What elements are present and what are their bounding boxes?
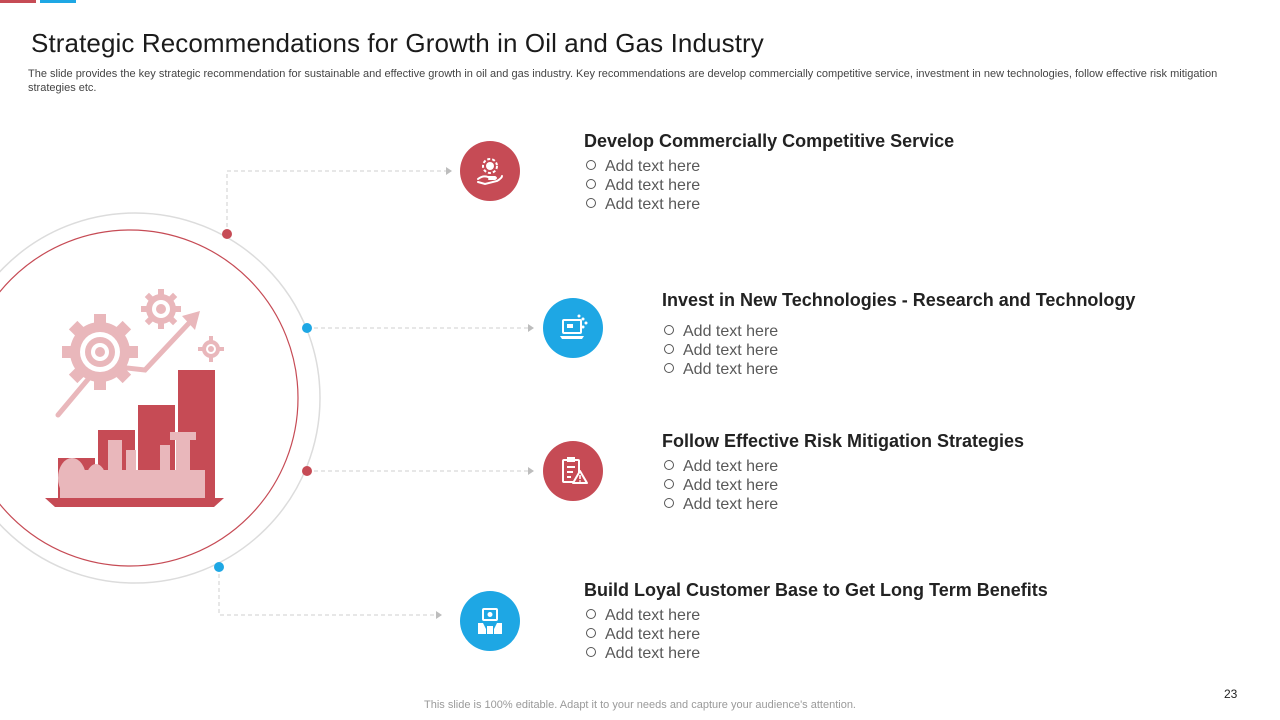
- recommendation-heading: Build Loyal Customer Base to Get Long Te…: [584, 580, 1048, 600]
- list-item: Add text here: [584, 644, 1048, 663]
- page-number: 23: [1224, 687, 1238, 701]
- recommendation-heading: Invest in New Technologies - Research an…: [662, 290, 1136, 310]
- laptop-network-icon: [543, 298, 603, 358]
- list-item: Add text here: [584, 157, 954, 176]
- connector-1: [226, 170, 446, 234]
- recommendation-block: Develop Commercially Competitive Service…: [584, 131, 954, 214]
- list-item: Add text here: [662, 476, 1024, 495]
- list-item: Add text here: [662, 360, 1135, 379]
- list-item: Add text here: [584, 625, 1048, 644]
- ring-dot-2: [302, 323, 312, 333]
- connector-4: [218, 567, 436, 616]
- customer-money-icon: [460, 591, 520, 651]
- industry-growth-illustration: [45, 289, 224, 507]
- accent-tab-red: [0, 0, 36, 3]
- recommendation-block: Follow Effective Risk Mitigation Strateg…: [662, 431, 1024, 514]
- list-item: Add text here: [584, 195, 954, 214]
- hand-money-icon: [460, 141, 520, 201]
- list-item: Add text here: [584, 176, 954, 195]
- ring-dot-1: [222, 229, 232, 239]
- footer-note: This slide is 100% editable. Adapt it to…: [424, 699, 856, 711]
- outer-ring: [0, 212, 321, 584]
- list-item: Add text here: [662, 457, 1024, 476]
- recommendation-heading: Develop Commercially Competitive Service: [584, 131, 955, 151]
- list-item: Add text here: [584, 606, 1048, 625]
- risk-checklist-icon: [543, 441, 603, 501]
- slide-title: Strategic Recommendations for Growth in …: [31, 28, 764, 58]
- list-item: Add text here: [662, 495, 1024, 514]
- accent-tab-blue: [40, 0, 76, 3]
- inner-ring: [0, 229, 299, 567]
- ring-dot-4: [214, 562, 224, 572]
- list-item: Add text here: [662, 322, 1135, 341]
- slide-subtitle: The slide provides the key strategic rec…: [28, 68, 1218, 94]
- recommendation-heading: Follow Effective Risk Mitigation Strateg…: [662, 431, 1025, 451]
- list-item: Add text here: [662, 341, 1135, 360]
- recommendation-block: Invest in New Technologies - Research an…: [662, 290, 1135, 379]
- recommendation-block: Build Loyal Customer Base to Get Long Te…: [584, 580, 1048, 663]
- ring-dot-3: [302, 466, 312, 476]
